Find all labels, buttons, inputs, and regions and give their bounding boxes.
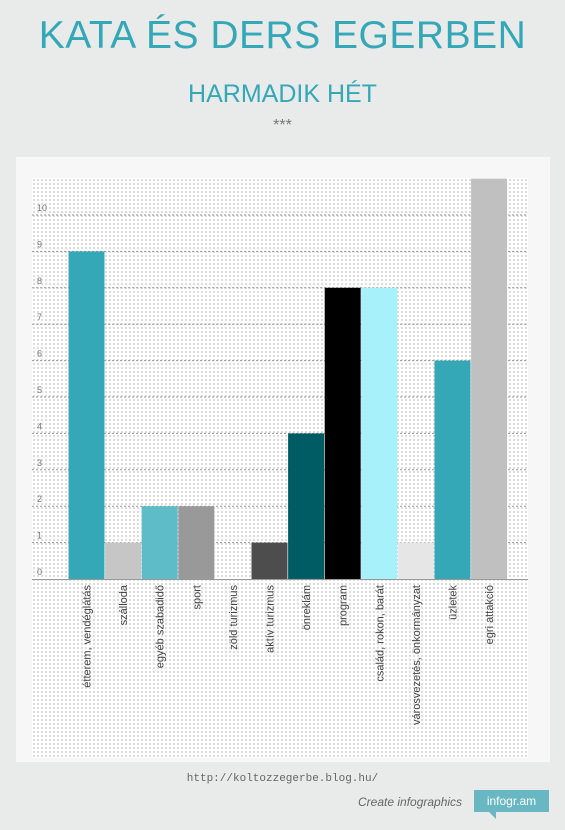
- y-tick-label: 10: [37, 203, 47, 213]
- y-tick-label: 2: [37, 494, 42, 504]
- page-title: KATA ÉS DERS EGERBEN: [38, 14, 527, 57]
- x-tick-label: egyéb szabadidő: [155, 585, 167, 668]
- y-tick-label: 4: [37, 421, 42, 431]
- y-tick-label: 9: [37, 239, 42, 249]
- bar: [68, 251, 105, 579]
- x-tick-label: aktív turizmus: [265, 585, 277, 653]
- x-tick-label: zöld turizmus: [228, 585, 240, 650]
- bar: [361, 287, 398, 579]
- bar: [251, 542, 288, 579]
- bar: [471, 178, 508, 579]
- y-tick-label: 3: [37, 458, 42, 468]
- x-tick-label: étterem, vendéglátás: [82, 585, 94, 688]
- bar: [434, 360, 471, 579]
- bar: [105, 542, 142, 579]
- bar: [178, 506, 215, 579]
- y-tick-label: 6: [37, 349, 42, 359]
- badge-tail-icon: [489, 812, 496, 819]
- y-tick-label: 0: [37, 567, 42, 577]
- source-url[interactable]: http://koltozzegerbe.blog.hu/: [186, 773, 379, 785]
- bar: [141, 506, 178, 579]
- bar: [288, 433, 325, 579]
- x-tick-label: üzletek: [448, 585, 460, 620]
- y-tick-label: 1: [37, 531, 42, 541]
- x-tick-label: önreklám: [301, 585, 313, 630]
- x-tick-label: egri attakció: [484, 585, 496, 644]
- decorative-stars: ***: [273, 117, 292, 134]
- x-tick-label: család, rokon, barát: [374, 585, 386, 682]
- bar: [397, 542, 434, 579]
- create-infographics-link[interactable]: Create infographics: [358, 795, 463, 809]
- y-tick-label: 8: [37, 276, 42, 286]
- x-tick-label: szálloda: [118, 584, 130, 625]
- x-tick-label: városvezetés, önkormányzat: [411, 585, 423, 725]
- x-tick-label: sport: [191, 585, 203, 609]
- infogram-badge[interactable]: infogr.am: [474, 790, 549, 812]
- page-subtitle: HARMADIK HÉT: [188, 80, 377, 108]
- bar: [324, 287, 361, 579]
- y-tick-label: 7: [37, 312, 42, 322]
- x-tick-label: program: [338, 585, 350, 626]
- y-tick-label: 5: [37, 385, 42, 395]
